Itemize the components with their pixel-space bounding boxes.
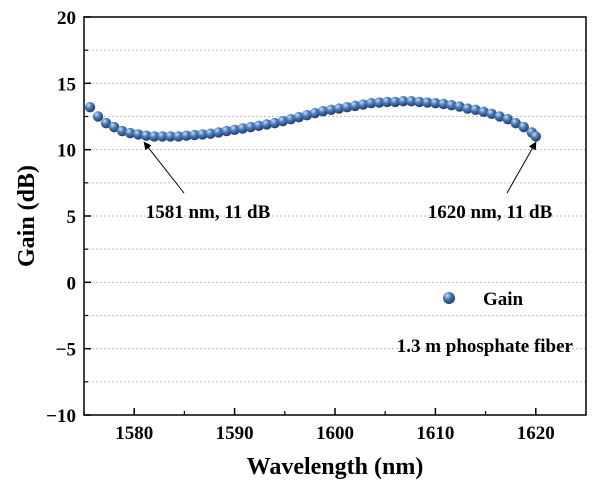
data-point xyxy=(205,128,216,139)
data-point xyxy=(261,119,272,130)
y-tick-label: 5 xyxy=(67,207,77,228)
data-point xyxy=(325,104,337,116)
data-point xyxy=(141,130,152,141)
x-tick-label: 1610 xyxy=(416,423,454,444)
y-axis-title: Gain (dB) xyxy=(14,165,40,267)
y-tick-label: 20 xyxy=(57,8,76,29)
annotation-label: 1620 nm, 11 dB xyxy=(428,202,553,223)
data-point xyxy=(317,105,329,117)
data-point xyxy=(293,111,305,123)
data-point xyxy=(341,102,353,113)
y-tick-label: 0 xyxy=(67,273,77,294)
y-tick-label: −10 xyxy=(46,406,76,427)
data-point xyxy=(301,109,313,121)
data-point xyxy=(494,111,505,122)
data-point xyxy=(422,97,433,108)
data-point xyxy=(157,131,168,142)
data-point xyxy=(530,131,541,142)
data-point xyxy=(470,104,481,116)
x-tick-label: 1620 xyxy=(517,423,555,444)
annotations: 1581 nm, 11 dB 1620 nm, 11 dB xyxy=(143,141,553,223)
data-point xyxy=(285,113,297,125)
data-point xyxy=(373,97,385,108)
data-points xyxy=(84,96,541,142)
data-point xyxy=(213,127,224,138)
x-tick-label: 1590 xyxy=(216,423,254,444)
data-point xyxy=(108,121,120,133)
annotation-arrow xyxy=(506,141,537,194)
legend: Gain 1.3 m phosphate fiber xyxy=(397,289,574,357)
y-tick-label: −5 xyxy=(56,340,76,361)
data-point xyxy=(197,129,208,140)
annotation-label: 1581 nm, 11 dB xyxy=(146,202,271,223)
data-point xyxy=(100,117,112,129)
data-point xyxy=(84,102,96,113)
data-point xyxy=(446,100,457,111)
axis-ticks: −10 −5 0 5 10 15 20 1580 1590 1600 1610 1620 xyxy=(46,8,587,444)
data-point xyxy=(406,96,417,107)
data-point xyxy=(454,101,465,112)
data-point xyxy=(116,125,128,137)
y-tick-label: 15 xyxy=(57,74,76,95)
data-point xyxy=(173,131,184,142)
data-point xyxy=(478,106,489,118)
x-tick-label: 1600 xyxy=(316,423,354,444)
data-point xyxy=(414,96,425,108)
x-axis-title: Wavelength (nm) xyxy=(247,454,424,480)
data-point xyxy=(189,129,200,141)
data-point xyxy=(181,130,192,141)
data-point xyxy=(502,113,513,125)
annotation-arrow xyxy=(143,141,185,194)
data-point xyxy=(245,121,256,133)
data-point xyxy=(237,123,248,134)
data-point xyxy=(462,103,473,114)
data-point xyxy=(277,115,288,127)
legend-label: Gain xyxy=(483,289,524,310)
data-point xyxy=(398,96,409,107)
data-point xyxy=(486,108,497,120)
data-point xyxy=(430,98,441,109)
data-point xyxy=(92,111,104,122)
data-point xyxy=(229,124,240,135)
data-point xyxy=(349,100,361,112)
data-point xyxy=(221,125,232,137)
data-point xyxy=(365,98,377,109)
data-point xyxy=(510,117,521,129)
legend-marker xyxy=(443,292,455,304)
data-point xyxy=(382,96,393,108)
data-point xyxy=(124,127,136,139)
data-point xyxy=(165,131,176,142)
y-tick-label: 10 xyxy=(57,141,76,162)
data-point xyxy=(269,117,280,129)
data-point xyxy=(357,99,369,110)
x-tick-label: 1580 xyxy=(115,423,153,444)
data-point xyxy=(518,121,529,133)
data-point xyxy=(333,103,345,114)
legend-note: 1.3 m phosphate fiber xyxy=(397,336,574,357)
data-point xyxy=(253,120,264,131)
data-point xyxy=(309,107,321,119)
data-point xyxy=(149,131,160,142)
data-point xyxy=(390,96,401,108)
data-point xyxy=(438,98,449,110)
data-point xyxy=(133,129,144,140)
